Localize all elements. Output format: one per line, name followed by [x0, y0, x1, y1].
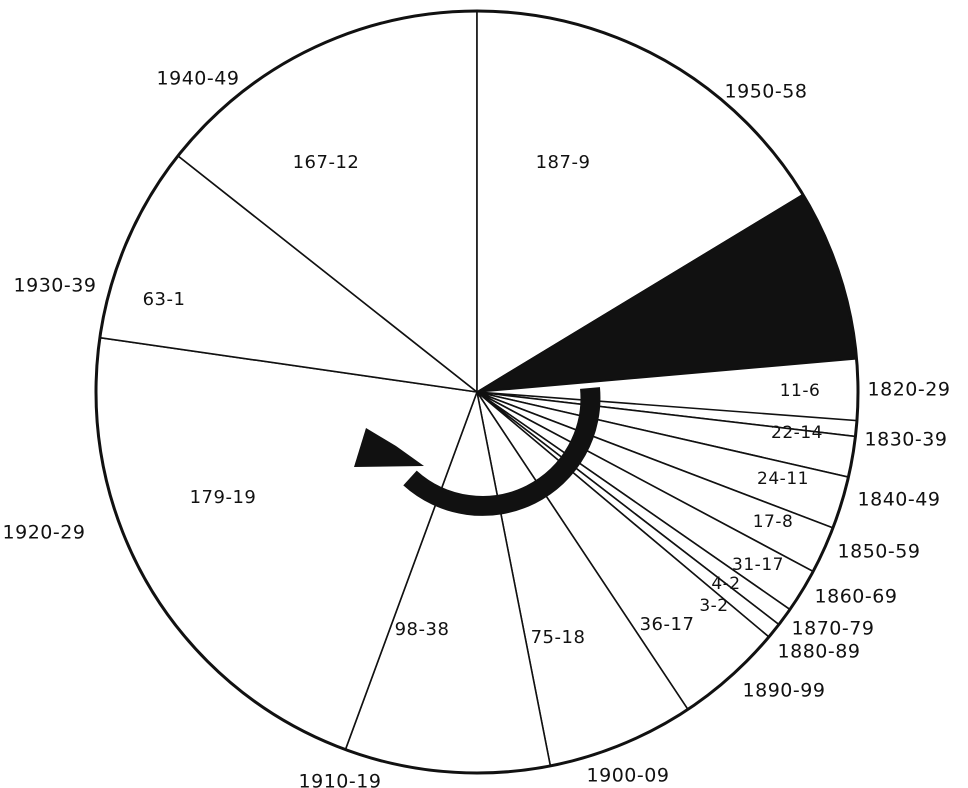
- slice-period-label: 1890-99: [743, 680, 826, 702]
- curved-arrow-counterclockwise-icon: [403, 387, 601, 516]
- slice-period-label: 1880-89: [778, 641, 861, 663]
- slice-period-label: 1910-19: [299, 771, 382, 788]
- slice-value-label: 22-14: [771, 423, 823, 443]
- slice-period-label: 1950-58: [725, 81, 808, 103]
- slice-period-label: 1840-49: [858, 489, 941, 511]
- slice-value-label: 63-1: [143, 289, 186, 310]
- direction-arrow: [354, 387, 601, 516]
- slice-value-label: 167-12: [293, 152, 360, 173]
- slice-period-label: 1940-49: [157, 68, 240, 90]
- slice-value-label: 4-2: [711, 574, 740, 594]
- slice-value-label: 17-8: [753, 512, 794, 532]
- slice-period-label: 1870-79: [792, 618, 875, 640]
- pie-outline: [94, 9, 860, 775]
- slice-period-label: 1920-29: [3, 522, 86, 544]
- slice-value-label: 3-2: [699, 596, 728, 616]
- pie-labels: 11-6 1820-29 22-14 1830-39 24-11 1840-49 17-8 1…: [3, 68, 951, 788]
- slice-value-label: 75-18: [531, 627, 586, 648]
- pie-slices: [94, 9, 860, 775]
- slice-period-label: 1900-09: [587, 765, 670, 787]
- slice-value-label: 98-38: [395, 619, 450, 640]
- slice-period-label: 1850-59: [838, 541, 921, 563]
- slice-value-label: 24-11: [757, 469, 809, 489]
- arrow-head-icon: [354, 428, 424, 467]
- slice-period-label: 1830-39: [865, 429, 948, 451]
- slice-value-label: 11-6: [780, 381, 821, 401]
- slice-period-label: 1820-29: [868, 379, 951, 401]
- slice-value-label: 36-17: [640, 614, 695, 635]
- slice-period-label: 1930-39: [14, 275, 97, 297]
- slice-value-label: 179-19: [190, 487, 257, 508]
- slice-value-label: 31-17: [732, 555, 784, 575]
- slice-value-label: 187-9: [536, 152, 591, 173]
- slice-period-label: 1860-69: [815, 586, 898, 608]
